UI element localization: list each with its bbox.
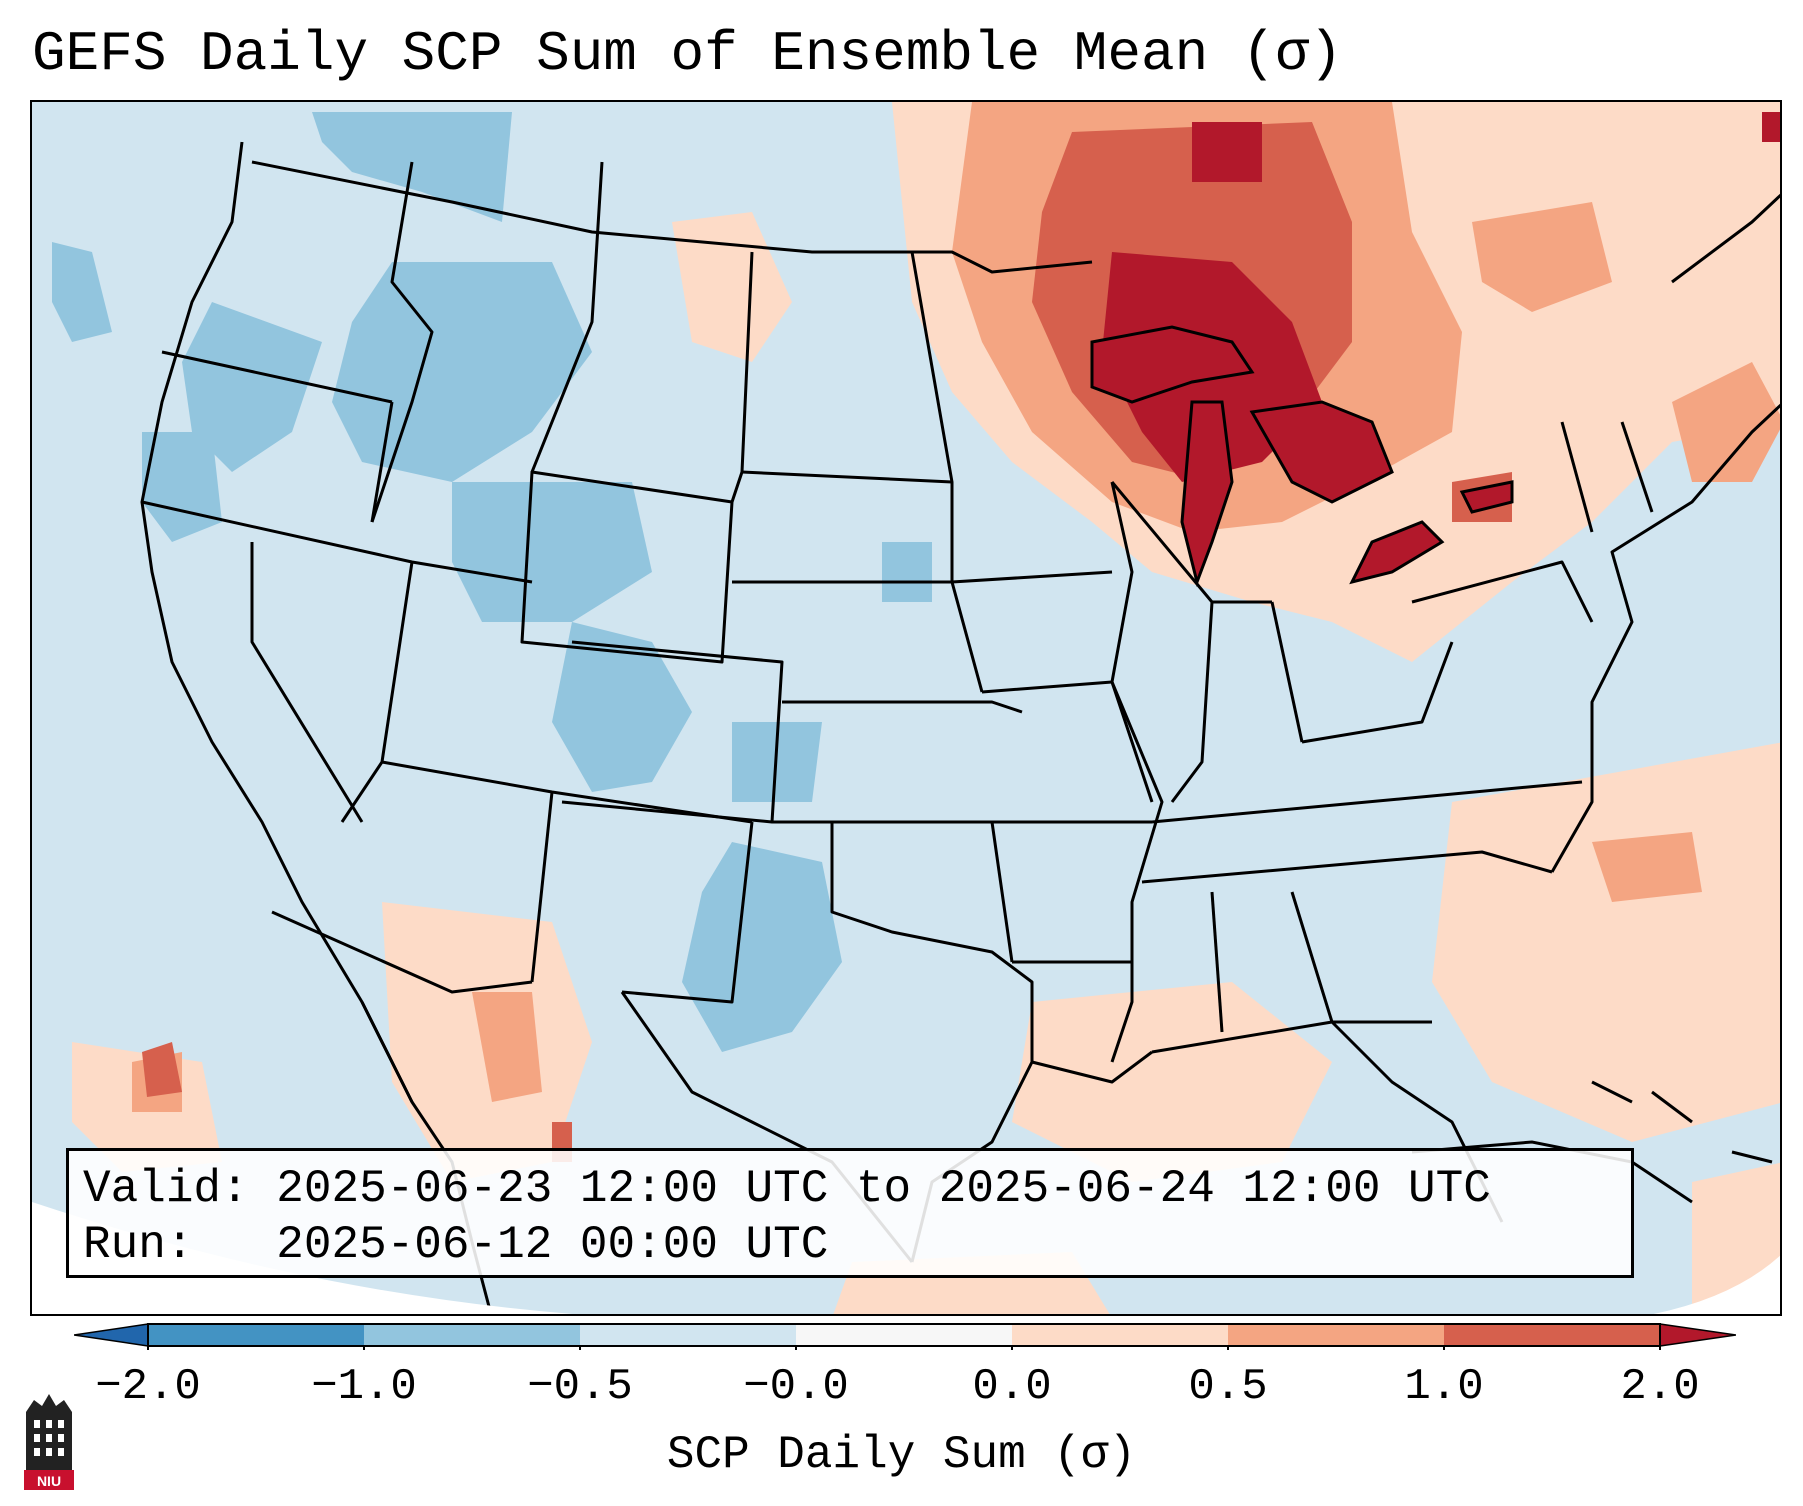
niu-logo-icon: NIU	[24, 1394, 74, 1490]
colorbar-tick-label: 0.0	[972, 1362, 1052, 1412]
projection-edge-right	[1653, 1255, 1780, 1314]
colorbar-segment-5	[1012, 1324, 1228, 1346]
run-label: Run:	[83, 1219, 194, 1271]
colorbar-segment-6	[1228, 1324, 1444, 1346]
colorbar-tick-label: 2.0	[1620, 1362, 1700, 1412]
valid-run-info-box: Valid: 2025-06-23 12:00 UTC to 2025-06-2…	[66, 1148, 1634, 1278]
svg-text:NIU: NIU	[37, 1473, 61, 1489]
colorbar-tick-label: −1.0	[311, 1362, 417, 1412]
colorbar-segment-1	[148, 1324, 364, 1346]
colorbar-tick-label: −0.5	[527, 1362, 633, 1412]
colorbar-extend-high	[1659, 1323, 1736, 1347]
valid-value: 2025-06-23 12:00 UTC to 2025-06-24 12:00…	[276, 1163, 1491, 1215]
colorbar-segment-4	[796, 1324, 1012, 1346]
map-canvas	[32, 102, 1780, 1314]
colorbar-label: SCP Daily Sum (σ)	[666, 1429, 1137, 1481]
run-value: 2025-06-12 00:00 UTC	[276, 1219, 829, 1271]
chart-title: GEFS Daily SCP Sum of Ensemble Mean (σ)	[32, 22, 1343, 86]
colorbar-segment-3	[580, 1324, 796, 1346]
colorbar-segment-7	[1444, 1324, 1660, 1346]
islands	[1411, 1080, 1773, 1204]
colorbar-tick-label: 1.0	[1404, 1362, 1484, 1412]
colorbar-tick-label: −0.0	[743, 1362, 849, 1412]
map-panel	[30, 100, 1782, 1316]
valid-label: Valid:	[83, 1163, 249, 1215]
colorbar-tick-label: 0.5	[1188, 1362, 1268, 1412]
colorbar-tick-label: −2.0	[95, 1362, 201, 1412]
colorbar-extend-low	[74, 1323, 149, 1347]
projection-edge-left	[32, 1202, 573, 1314]
great-lakes	[1090, 325, 1514, 588]
colorbar-segment-2	[364, 1324, 580, 1346]
colorbar	[74, 1323, 1736, 1350]
